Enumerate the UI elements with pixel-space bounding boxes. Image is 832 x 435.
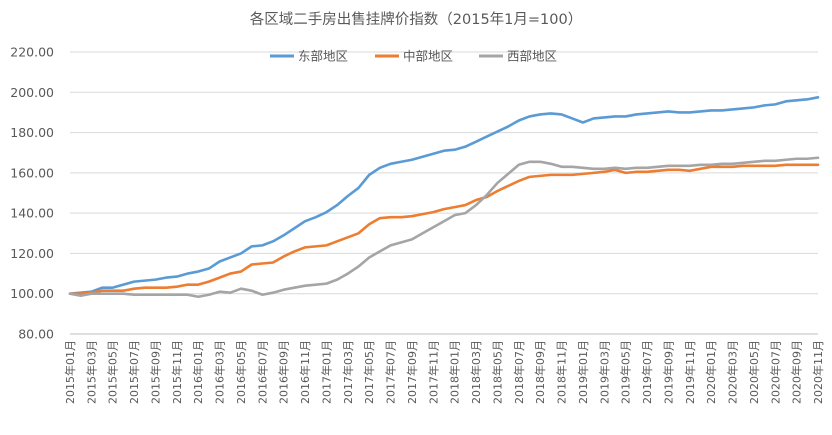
x-tick-label: 2016年03月 [213, 340, 227, 404]
x-tick-label: 2019年09月 [661, 340, 675, 404]
x-tick-label: 2017年11月 [426, 340, 440, 404]
legend-label: 东部地区 [298, 49, 348, 64]
series-line-0 [68, 96, 820, 296]
x-tick-label: 2020年01月 [704, 340, 718, 404]
legend: 东部地区 中部地区 西部地区 [270, 49, 557, 64]
chart-title: 各区域二手房出售挂牌价指数（2015年1月=100） [250, 11, 582, 28]
y-tick-label: 180.00 [10, 125, 54, 140]
legend-label: 中部地区 [403, 49, 453, 64]
series-line-1 [68, 163, 820, 296]
y-tick-label: 140.00 [10, 206, 54, 221]
x-tick-label: 2018年09月 [533, 340, 547, 404]
x-tick-label: 2018年05月 [490, 340, 504, 404]
y-tick-label: 80.00 [18, 327, 54, 342]
x-tick-label: 2015年01月 [63, 340, 77, 404]
x-tick-label: 2015年09月 [148, 340, 162, 404]
x-tick-label: 2019年03月 [597, 340, 611, 404]
x-tick-label: 2016年09月 [277, 340, 291, 404]
x-tick-label: 2017年03月 [341, 340, 355, 404]
y-tick-label: 220.00 [10, 45, 54, 60]
x-tick-label: 2020年05月 [747, 340, 761, 404]
y-tick-label: 100.00 [10, 286, 54, 301]
x-tick-label: 2015年11月 [170, 340, 184, 404]
x-tick-label: 2017年05月 [362, 340, 376, 404]
series-line-2 [68, 156, 820, 299]
legend-label: 西部地区 [507, 49, 557, 64]
series-lines [68, 96, 820, 299]
x-tick-label: 2017年09月 [405, 340, 419, 404]
x-tick-label: 2018年03月 [469, 340, 483, 404]
y-tick-label: 200.00 [10, 85, 54, 100]
x-tick-label: 2015年05月 [106, 340, 120, 404]
x-tick-label: 2020年07月 [768, 340, 782, 404]
x-tick-label: 2019年07月 [640, 340, 654, 404]
x-tick-label: 2019年11月 [683, 340, 697, 404]
x-tick-label: 2016年01月 [191, 340, 205, 404]
x-tick-label: 2018年01月 [448, 340, 462, 404]
x-tick-label: 2016年07月 [255, 340, 269, 404]
x-tick-label: 2020年03月 [726, 340, 740, 404]
y-tick-label: 120.00 [10, 246, 54, 261]
x-tick-label: 2019年05月 [619, 340, 633, 404]
x-tick-label: 2016年11月 [298, 340, 312, 404]
x-tick-label: 2020年11月 [811, 340, 825, 404]
x-tick-label: 2018年07月 [512, 340, 526, 404]
x-tick-label: 2020年09月 [790, 340, 804, 404]
x-tick-label: 2019年01月 [576, 340, 590, 404]
x-tick-label: 2015年03月 [84, 340, 98, 404]
y-axis-ticks: 80.00 100.00 120.00 140.00 160.00 180.00 200.0… [10, 45, 54, 342]
x-tick-label: 2017年07月 [384, 340, 398, 404]
x-tick-label: 2017年01月 [319, 340, 333, 404]
x-tick-label: 2018年11月 [555, 340, 569, 404]
gridlines [70, 51, 818, 335]
x-tick-label: 2016年05月 [234, 340, 248, 404]
x-tick-label: 2015年07月 [127, 340, 141, 404]
y-tick-label: 160.00 [10, 165, 54, 180]
x-axis-ticks: 2015年01月 2015年03月 2015年05月 2015年07月 2015年09月… [63, 340, 825, 404]
